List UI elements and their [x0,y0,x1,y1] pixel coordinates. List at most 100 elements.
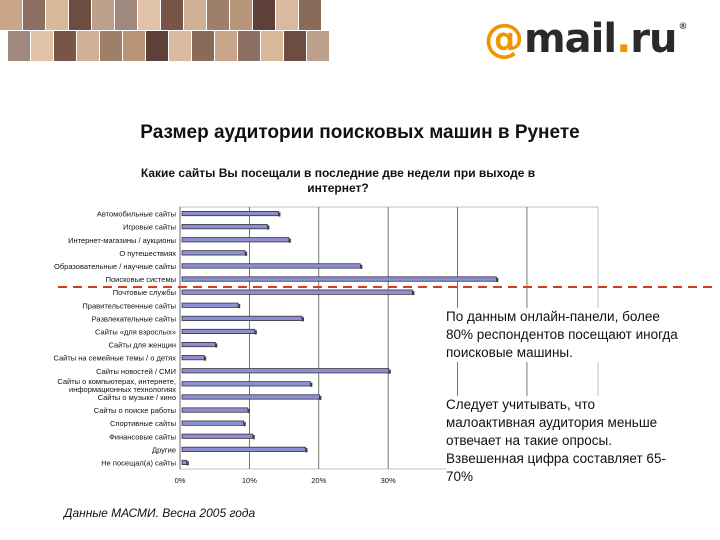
category-label: О путешествиях [119,249,176,258]
category-label: Развлекательные сайты [92,314,176,323]
x-tick-label: 0% [175,476,186,485]
collage-photo [192,31,214,61]
bar-shadow [243,421,246,427]
bar [181,420,245,426]
category-label: Спортивные сайты [110,419,176,428]
bar [181,355,205,361]
collage-photo [276,0,298,30]
collage-photo [261,31,283,61]
logo-registered-mark: ® [678,22,688,32]
x-tick-label: 10% [242,476,257,485]
bar-shadow [247,408,250,414]
bar-shadow [305,448,308,453]
collage-photo [169,31,191,61]
chart-title-line-1: Какие сайты Вы посещали в последние две … [140,166,536,180]
bar-shadow [254,330,257,335]
collage-photo [284,31,306,61]
mail-ru-logo[interactable]: @ mail. ru ® [484,16,688,62]
bar [181,302,239,308]
collage-photo [207,0,229,30]
bar [181,224,268,230]
collage-photo [0,0,22,30]
collage-photo [253,0,275,30]
collage-photo [92,0,114,30]
category-label: Финансовые сайты [109,432,176,441]
bar [181,315,303,321]
bar-shadow [186,461,189,466]
category-label: Сайты новостей / СМИ [96,367,176,376]
logo-name: mail [524,16,617,62]
bar-shadow [288,238,291,243]
category-label: Автомобильные сайты [97,210,176,219]
bar-shadow [204,356,207,361]
collage-photo [123,31,145,61]
collage-photo [161,0,183,30]
bar [181,276,497,282]
bar [181,368,390,374]
bar-shadow [496,277,499,283]
bar-shadow [252,435,255,440]
category-label: Сайты на семейные темы / о детях [53,354,176,363]
collage-photo [46,0,68,30]
x-tick-label: 20% [311,476,326,485]
bar [181,433,254,439]
category-label: Сайты о музыке / кино [98,393,176,402]
collage-photo [307,31,329,61]
collage-photo [54,31,76,61]
bar-shadow [215,343,218,348]
collage-photo [146,31,168,61]
bar-shadow [238,304,241,309]
bar [181,237,290,243]
category-label: Сайты «для взрослых» [95,327,176,336]
category-label: Поисковые системы [106,275,176,284]
collage-photo [230,0,252,30]
bar [181,459,188,466]
bar [181,263,361,269]
bar [181,211,279,217]
category-label: Почтовые службы [113,288,176,297]
category-label-line: информационных технологиях [69,385,176,394]
collage-photo [100,31,122,61]
category-label: Образовательные / научные сайты [54,262,176,271]
collage-photo [238,31,260,61]
bar [181,289,413,295]
collage-photo [69,0,91,30]
bar [181,342,216,348]
category-label: Сайты о компьютерах, интернете, информаци… [57,377,176,394]
logo-dot: . [616,16,631,62]
bar [181,250,246,256]
bar [181,407,249,413]
bar-shadow [319,395,322,400]
bar-shadow [310,382,313,387]
bar-shadow [388,369,391,374]
bar [181,446,306,452]
bar-shadow [245,251,248,256]
category-label: Другие [152,445,176,454]
collage-photo [77,31,99,61]
category-label-line: Сайты о компьютерах, интернете, [57,377,176,386]
category-label: Не посещал(а) сайты [101,458,176,467]
category-label: Сайты о поиске работы [94,406,176,415]
slide-title: Размер аудитории поисковых машин в Рунет… [140,122,580,143]
collage-photo [184,0,206,30]
collage-photo [8,31,30,61]
collage-photo [31,31,53,61]
category-label: Интернет-магазины / аукционы [68,236,176,245]
category-label: Сайты для женщин [109,341,177,350]
bar-shadow [412,290,415,296]
chart-title: Какие сайты Вы посещали в последние две … [108,166,568,196]
x-tick-label: 30% [381,476,396,485]
note-weighted-figure: Следует учитывать, что малоактивная ауди… [446,396,686,486]
logo-tld: ru [630,16,677,62]
bar-shadow [267,225,270,230]
bar [181,381,311,387]
collage-photo [138,0,160,30]
bar [181,394,320,400]
bar [181,328,256,335]
bar-shadow [302,317,305,322]
source-caption: Данные МАСМИ. Весна 2005 года [64,506,256,520]
photo-collage [0,0,330,62]
collage-photo [23,0,45,30]
note-search-reach: По данным онлайн-панели, более 80% респо… [446,308,686,362]
